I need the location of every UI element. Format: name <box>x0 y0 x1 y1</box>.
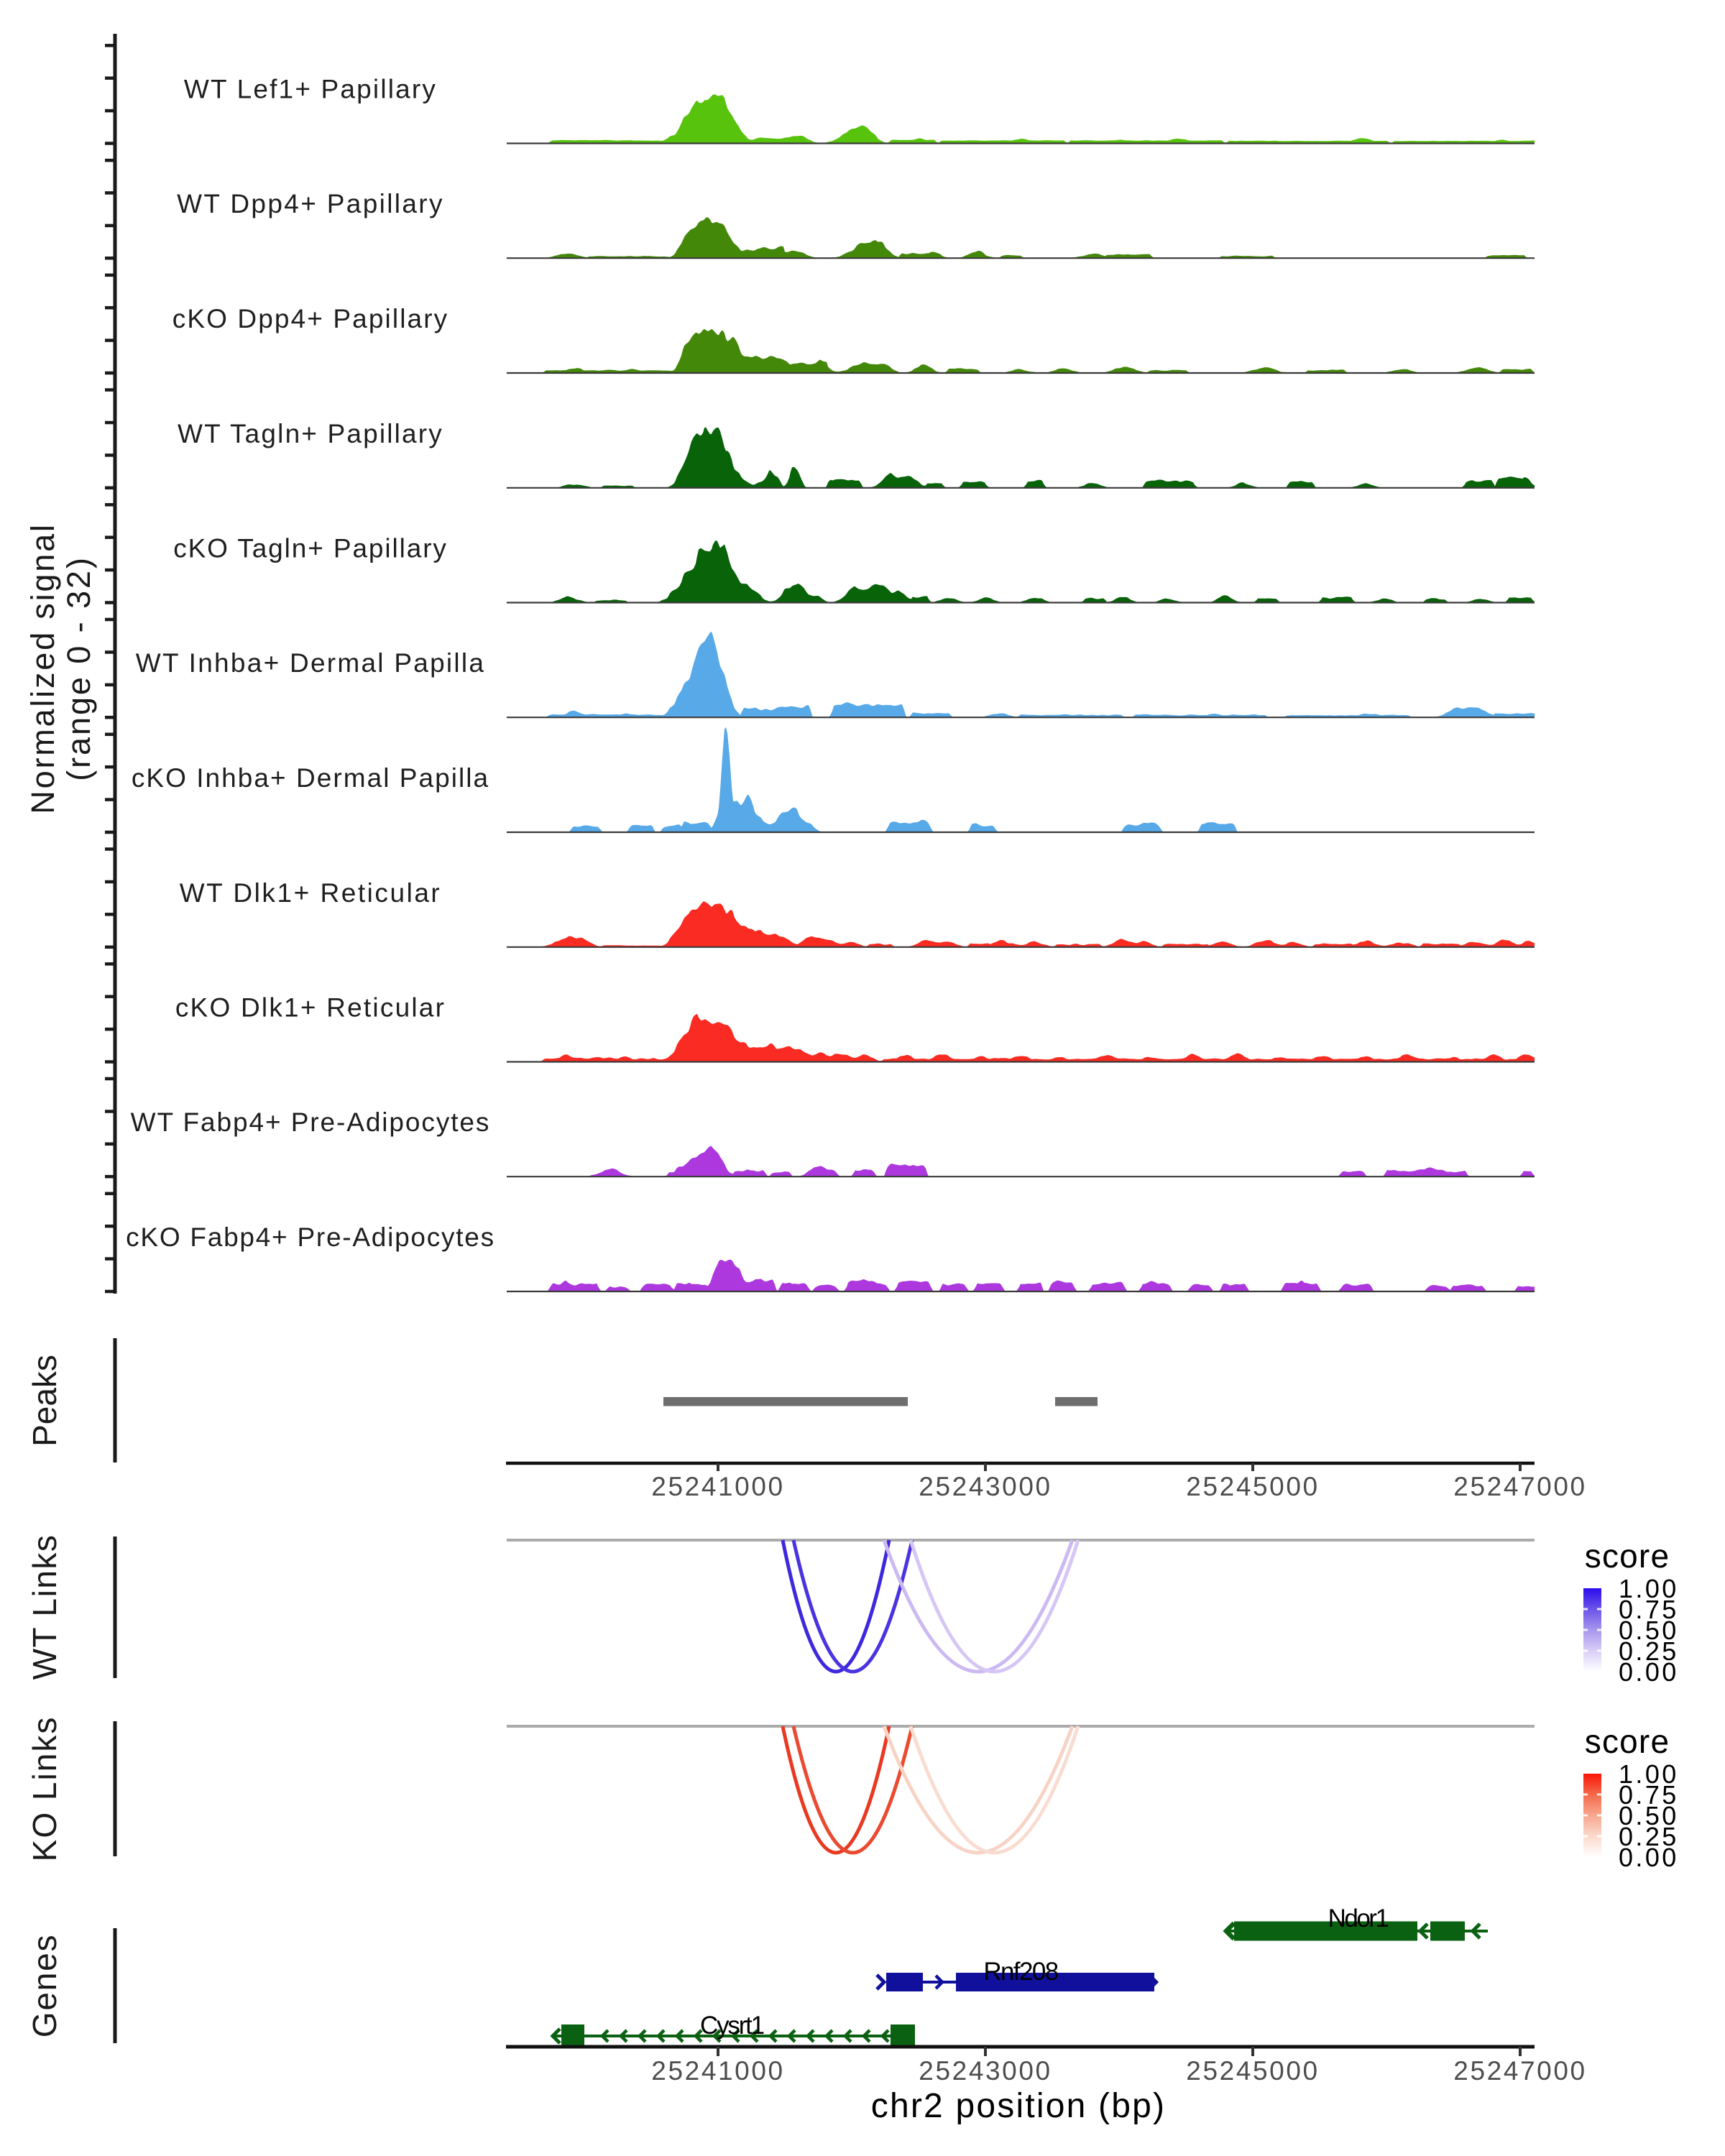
svg-text:25243000: 25243000 <box>919 1472 1052 1501</box>
svg-text:1.00: 1.00 <box>1619 1759 1679 1789</box>
svg-text:Genes: Genes <box>26 1934 63 2038</box>
svg-text:0.00: 0.00 <box>1619 1843 1679 1872</box>
svg-text:25245000: 25245000 <box>1186 1472 1319 1501</box>
svg-text:score: score <box>1585 1723 1670 1760</box>
svg-text:score: score <box>1585 1537 1670 1575</box>
svg-text:25241000: 25241000 <box>651 1472 784 1501</box>
svg-text:0.75: 0.75 <box>1619 1595 1679 1624</box>
svg-text:WT Dpp4+ Papillary: WT Dpp4+ Papillary <box>177 189 444 218</box>
svg-text:0.75: 0.75 <box>1619 1780 1679 1810</box>
svg-text:cKO Dpp4+ Papillary: cKO Dpp4+ Papillary <box>172 304 449 333</box>
svg-text:WT Inhba+ Dermal Papilla: WT Inhba+ Dermal Papilla <box>136 648 485 678</box>
svg-text:25241000: 25241000 <box>651 2056 784 2086</box>
svg-text:cKO Inhba+ Dermal Papilla: cKO Inhba+ Dermal Papilla <box>132 763 489 793</box>
svg-text:WT Lef1+ Papillary: WT Lef1+ Papillary <box>184 75 437 104</box>
svg-text:(range 0 - 32): (range 0 - 32) <box>60 556 97 781</box>
svg-text:Cysrt1: Cysrt1 <box>700 2012 764 2040</box>
svg-text:1.00: 1.00 <box>1619 1574 1679 1603</box>
svg-text:cKO Dlk1+ Reticular: cKO Dlk1+ Reticular <box>175 993 446 1023</box>
svg-text:0.50: 0.50 <box>1619 1616 1679 1645</box>
svg-text:0.25: 0.25 <box>1619 1822 1679 1851</box>
svg-text:WT Dlk1+ Reticular: WT Dlk1+ Reticular <box>180 878 442 908</box>
svg-text:0.00: 0.00 <box>1619 1657 1679 1687</box>
svg-text:Ndor1: Ndor1 <box>1328 1904 1389 1932</box>
svg-text:cKO Fabp4+ Pre-Adipocytes: cKO Fabp4+ Pre-Adipocytes <box>126 1222 495 1252</box>
svg-text:0.50: 0.50 <box>1619 1801 1679 1830</box>
svg-text:WT Tagln+ Papillary: WT Tagln+ Papillary <box>178 419 443 448</box>
svg-text:Rnf208: Rnf208 <box>983 1958 1057 1986</box>
svg-text:Peaks: Peaks <box>26 1355 63 1447</box>
svg-text:25247000: 25247000 <box>1453 2056 1586 2086</box>
svg-text:25243000: 25243000 <box>919 2056 1052 2086</box>
svg-text:cKO Tagln+ Papillary: cKO Tagln+ Papillary <box>173 534 448 563</box>
svg-text:KO Links: KO Links <box>26 1716 63 1862</box>
svg-text:WT Links: WT Links <box>26 1534 63 1680</box>
svg-text:25247000: 25247000 <box>1453 1472 1586 1501</box>
svg-text:WT Fabp4+ Pre-Adipocytes: WT Fabp4+ Pre-Adipocytes <box>131 1107 491 1137</box>
svg-text:0.25: 0.25 <box>1619 1636 1679 1666</box>
svg-text:chr2 position (bp): chr2 position (bp) <box>871 2087 1166 2125</box>
svg-text:25245000: 25245000 <box>1186 2056 1319 2086</box>
svg-text:Normalized signal: Normalized signal <box>24 522 61 814</box>
